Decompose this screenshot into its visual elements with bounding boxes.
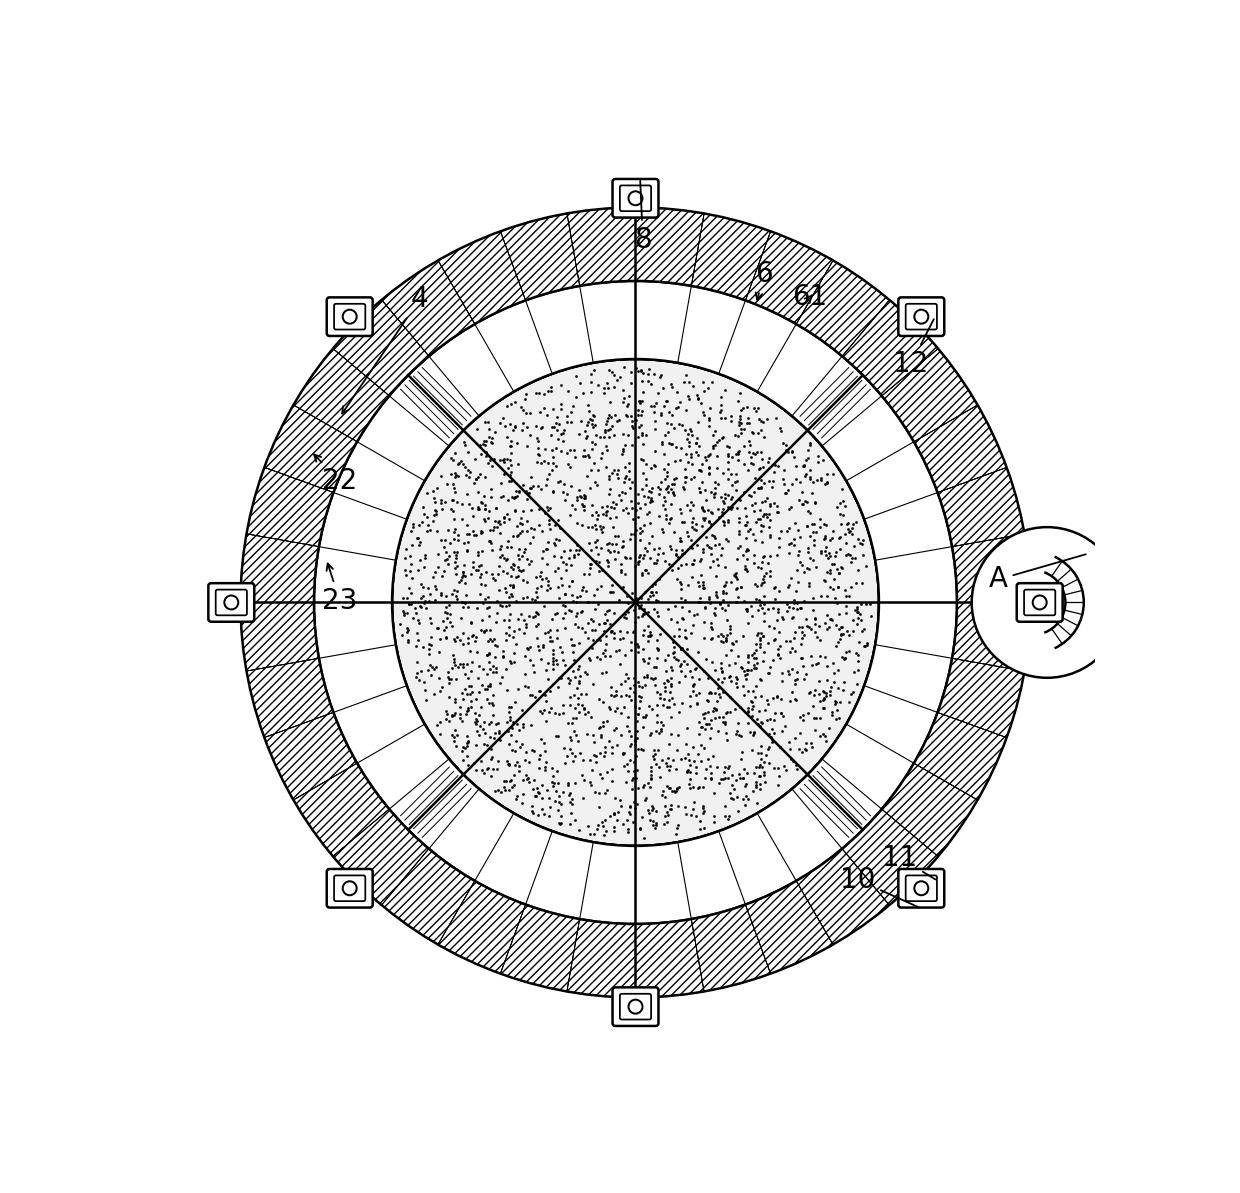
Text: 61: 61 — [792, 284, 827, 311]
Wedge shape — [914, 712, 1007, 801]
Wedge shape — [382, 260, 475, 357]
Circle shape — [224, 595, 238, 610]
Wedge shape — [692, 904, 770, 991]
FancyBboxPatch shape — [620, 994, 651, 1020]
FancyBboxPatch shape — [898, 869, 945, 908]
Wedge shape — [241, 602, 319, 670]
Circle shape — [914, 882, 929, 895]
Wedge shape — [332, 809, 429, 905]
FancyBboxPatch shape — [613, 988, 658, 1026]
Wedge shape — [635, 919, 704, 997]
FancyBboxPatch shape — [613, 179, 658, 217]
Wedge shape — [882, 348, 977, 441]
Wedge shape — [952, 534, 1030, 602]
Text: A: A — [988, 555, 1086, 593]
FancyBboxPatch shape — [620, 185, 651, 211]
Wedge shape — [438, 231, 526, 324]
Wedge shape — [332, 299, 429, 396]
FancyBboxPatch shape — [334, 876, 366, 901]
Wedge shape — [842, 299, 939, 396]
Wedge shape — [882, 764, 977, 857]
FancyBboxPatch shape — [905, 304, 937, 329]
FancyBboxPatch shape — [1024, 589, 1055, 616]
Wedge shape — [382, 848, 475, 945]
Wedge shape — [567, 208, 635, 286]
Wedge shape — [241, 534, 319, 602]
Wedge shape — [842, 809, 939, 905]
FancyBboxPatch shape — [216, 589, 247, 616]
Circle shape — [392, 359, 879, 846]
Circle shape — [1033, 595, 1047, 610]
Wedge shape — [567, 919, 635, 997]
Wedge shape — [501, 904, 579, 991]
Wedge shape — [247, 468, 334, 546]
Text: 11: 11 — [883, 843, 935, 879]
Wedge shape — [796, 260, 889, 357]
Circle shape — [629, 1000, 642, 1014]
Circle shape — [342, 310, 357, 323]
Text: 12: 12 — [894, 320, 934, 378]
Circle shape — [629, 191, 642, 205]
Wedge shape — [294, 764, 389, 857]
FancyBboxPatch shape — [898, 297, 945, 336]
Circle shape — [972, 527, 1122, 678]
Wedge shape — [501, 214, 579, 301]
FancyBboxPatch shape — [326, 869, 373, 908]
Wedge shape — [264, 712, 357, 801]
FancyBboxPatch shape — [905, 876, 937, 901]
Text: 8: 8 — [634, 181, 652, 254]
Text: 23: 23 — [322, 563, 357, 614]
Wedge shape — [438, 880, 526, 973]
FancyBboxPatch shape — [334, 304, 366, 329]
Wedge shape — [937, 468, 1024, 546]
Wedge shape — [745, 231, 833, 324]
FancyBboxPatch shape — [1017, 583, 1063, 622]
Wedge shape — [937, 659, 1024, 737]
Wedge shape — [294, 348, 389, 441]
Wedge shape — [745, 880, 833, 973]
Wedge shape — [914, 404, 1007, 493]
Wedge shape — [635, 208, 704, 286]
FancyBboxPatch shape — [208, 583, 254, 622]
Wedge shape — [264, 404, 357, 493]
FancyBboxPatch shape — [326, 297, 373, 336]
Wedge shape — [692, 214, 770, 301]
Wedge shape — [247, 659, 334, 737]
Text: 10: 10 — [841, 866, 919, 908]
Text: 22: 22 — [314, 455, 357, 495]
Text: 6: 6 — [755, 260, 773, 299]
Text: 4: 4 — [342, 285, 429, 414]
Circle shape — [914, 310, 929, 323]
Wedge shape — [952, 602, 1030, 670]
Circle shape — [342, 882, 357, 895]
Wedge shape — [796, 848, 889, 945]
